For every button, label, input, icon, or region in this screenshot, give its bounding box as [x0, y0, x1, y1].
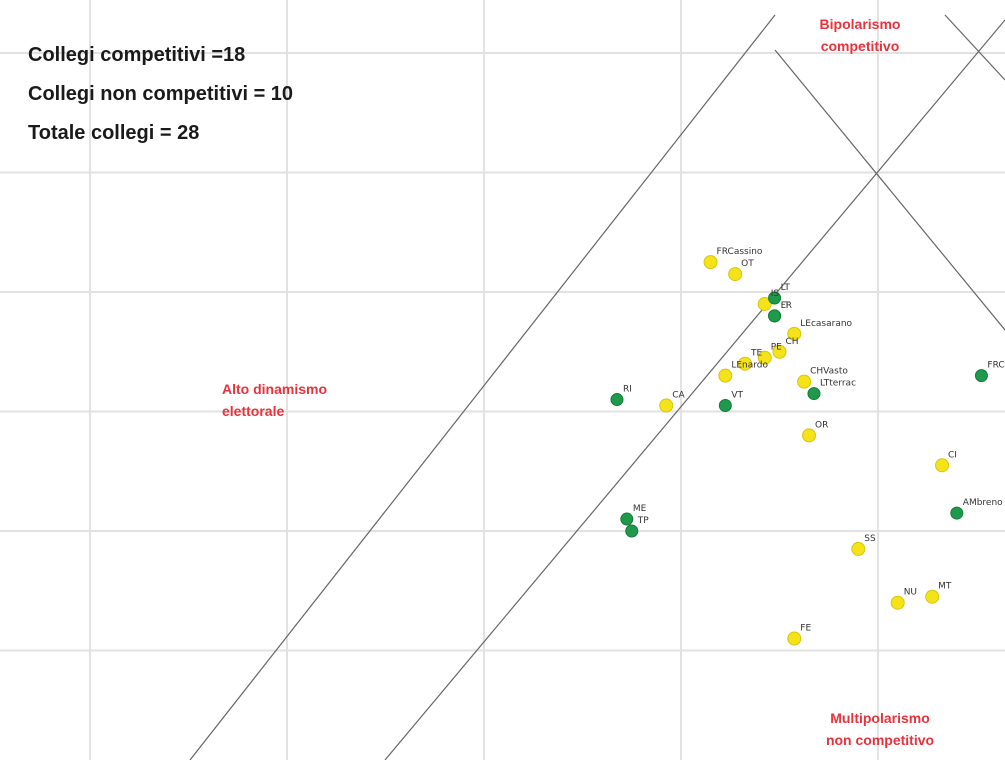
- boundary-line-lower: [384, 19, 1005, 760]
- data-points: [610, 255, 988, 646]
- point-label: OR: [815, 420, 828, 430]
- point-label: FR: [781, 301, 792, 311]
- point-label: MT: [938, 582, 952, 592]
- point-label: PE: [771, 343, 782, 353]
- point-label: FE: [800, 624, 811, 634]
- non-competitive-point: [718, 399, 732, 413]
- point-label: ME: [633, 504, 647, 514]
- region-label-multipolar: Multipolarismo non competitivo: [795, 707, 965, 751]
- non-competitive-point: [768, 309, 782, 323]
- competitive-point: [935, 458, 950, 473]
- point-label: LTterrac: [820, 379, 856, 389]
- competitive-point: [757, 350, 772, 365]
- point-label: TP: [637, 516, 649, 526]
- region-dynamism-line2: elettorale: [222, 403, 285, 419]
- non-competitive-point: [950, 506, 964, 520]
- non-competitive-point: [768, 291, 782, 305]
- competitive-point: [851, 541, 866, 556]
- point-label: RI: [623, 385, 632, 395]
- competitive-point: [797, 374, 812, 389]
- college-summary: Collegi competitivi =18 Collegi non comp…: [28, 36, 293, 153]
- point-label: FRCassino: [717, 247, 763, 257]
- point-label: CI: [948, 450, 957, 460]
- point-label: CHVasto: [810, 367, 848, 377]
- competitive-point: [703, 255, 718, 270]
- boundary-line-cross-right: [774, 49, 1005, 331]
- region-boundary-lines: [189, 14, 1005, 760]
- point-label: CH: [786, 337, 799, 347]
- point-label: SS: [864, 534, 876, 544]
- competitive-point: [718, 368, 733, 383]
- point-label: LT: [781, 301, 791, 311]
- point-label: FRCassino: [987, 361, 1005, 371]
- point-label: AMbreno: [963, 498, 1003, 508]
- competitive-point: [925, 589, 940, 604]
- point-label: LEcasarano: [800, 319, 852, 329]
- competitive-point: [772, 344, 787, 359]
- point-label: CA: [672, 391, 685, 401]
- region-bipolar-line2: competitivo: [820, 38, 900, 54]
- non-competitive-point: [625, 524, 639, 538]
- competitive-point: [787, 631, 802, 646]
- point-label: LEnardo: [731, 361, 768, 371]
- point-label: IS: [771, 289, 780, 299]
- point-label: NU: [904, 588, 917, 598]
- point-label: TE: [750, 349, 762, 359]
- competitive-count-text: Collegi competitivi =18: [28, 44, 246, 66]
- non-competitive-point: [620, 512, 634, 526]
- competitive-point: [757, 296, 772, 311]
- region-multipolar-line1: Multipolarismo: [830, 710, 930, 726]
- point-label: LT: [781, 283, 791, 293]
- boundary-line-upper: [189, 14, 776, 760]
- region-bipolar-line1: Bipolarismo: [819, 16, 901, 32]
- total-count-text: Totale collegi = 28: [28, 122, 200, 144]
- competitive-point: [890, 595, 905, 610]
- competitive-point: [728, 267, 743, 282]
- competitive-point: [802, 428, 817, 443]
- region-label-bipolar: Bipolarismo competitivo: [800, 13, 920, 57]
- boundary-line-cross-top: [944, 14, 1005, 81]
- non-competitive-point: [610, 393, 624, 407]
- competitive-point: [659, 398, 674, 413]
- competitive-point: [787, 326, 802, 341]
- region-label-dynamism: Alto dinamismo elettorale: [222, 378, 327, 422]
- non-competitive-point: [974, 369, 988, 383]
- point-label: VT: [731, 391, 743, 401]
- region-dynamism-line1: Alto dinamismo: [222, 381, 328, 397]
- non-competitive-count-text: Collegi non competitivi = 10: [28, 83, 294, 105]
- non-competitive-point: [807, 387, 821, 401]
- region-multipolar-line2: non competitivo: [825, 732, 935, 748]
- point-label: OT: [741, 259, 754, 269]
- competitive-point: [738, 356, 753, 371]
